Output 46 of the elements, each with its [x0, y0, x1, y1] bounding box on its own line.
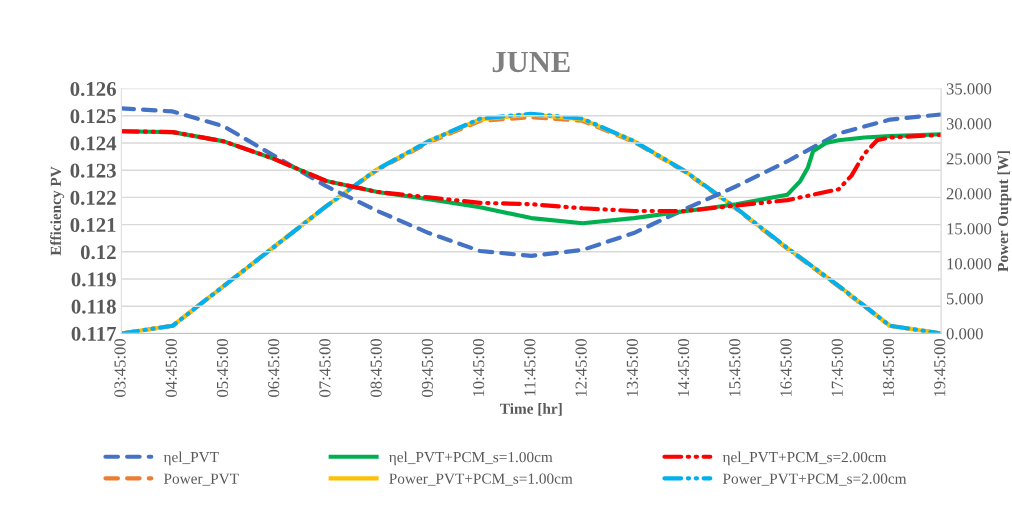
x-tick-label: 18:45:00	[882, 338, 895, 397]
line-series	[121, 106, 942, 258]
x-tick-label: 16:45:00	[780, 338, 792, 397]
x-tick-label: 13:45:00	[626, 338, 639, 397]
x-tick-label: 03:45:00	[114, 338, 126, 397]
chart-title: JUNE	[492, 51, 570, 73]
y2-tick-label: 0.000	[946, 328, 983, 340]
y2-tick-label: 20.000	[946, 188, 992, 200]
y-tick-label: 0.118	[71, 299, 116, 314]
y-axis-title: Efficiency PV	[50, 166, 65, 256]
x-tick-label: 08:45:00	[370, 338, 382, 397]
legend-label: Power_PVT	[163, 473, 239, 486]
x-tick-label: 15:45:00	[729, 338, 741, 397]
legend-label: ηel_PVT+PCM_s=2.00cm	[722, 451, 887, 466]
x-tick-label: 14:45:00	[677, 338, 690, 397]
x-tick-label: 06:45:00	[268, 338, 280, 397]
x-tick-label: 04:45:00	[165, 338, 177, 397]
y-tick-label: 0.125	[70, 109, 116, 124]
y2-tick-label: 5.000	[946, 293, 983, 305]
y2-tick-label: 25.000	[946, 153, 992, 165]
legend-label: ηel_PVT	[163, 451, 219, 466]
x-tick-label: 12:45:00	[575, 338, 587, 397]
y2-tick-label: 35.000	[946, 83, 992, 95]
x-tick-label: 07:45:00	[319, 338, 331, 397]
x-tick-label: 05:45:00	[216, 338, 229, 397]
y-tick-label: 0.126	[70, 81, 116, 97]
legend-label: ηel_PVT+PCM_s=1.00cm	[389, 451, 553, 466]
y-tick-label: 0.121	[70, 217, 116, 233]
x-tick-label: 19:45:00	[934, 338, 946, 397]
x-tick-label: 17:45:00	[831, 338, 843, 397]
y-tick-label: 0.117	[71, 326, 117, 341]
y-tick-label: 0.122	[70, 190, 116, 205]
y-tick-label: 0.123	[70, 163, 116, 178]
y-tick-label: 0.12	[80, 245, 116, 260]
y-tick-label: 0.124	[70, 136, 117, 151]
y-tick-label: 0.119	[71, 272, 116, 287]
legend-label: Power_PVT+PCM_s=1.00cm	[389, 473, 573, 486]
x-axis-title: Time [hr]	[500, 403, 562, 416]
x-tick-label: 11:45:00	[524, 338, 536, 396]
x-tick-label: 09:45:00	[421, 338, 434, 397]
legend-label: Power_PVT+PCM_s=2.00cm	[722, 473, 907, 486]
y2-axis-title: Power Output [W]	[997, 151, 1012, 272]
y2-tick-label: 30.000	[946, 118, 992, 130]
y2-tick-label: 15.000	[947, 223, 992, 235]
y2-tick-label: 10.000	[947, 258, 992, 270]
x-tick-label: 10:45:00	[472, 338, 485, 397]
